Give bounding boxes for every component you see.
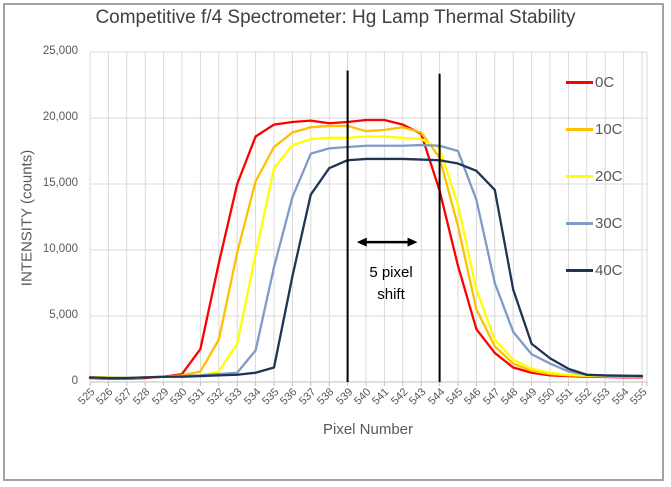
x-axis-title: Pixel Number [322,421,414,438]
shift-annotation: 5 pixel shift [369,262,412,306]
legend-entry-10c: 10C [566,106,623,153]
shift-annotation-line-2: shift [377,286,405,303]
series-line-0c [88,118,644,380]
legend-line-swatch [566,175,593,178]
legend-entry-30c: 30C [566,200,623,247]
series-line-40c [88,157,644,380]
legend-entry-40c: 40C [566,247,623,294]
legend-line-swatch [566,81,593,84]
y-axis-title: INTENSITY (counts) [18,149,36,287]
shift-arrow-right-head [407,237,418,247]
legend-line-swatch [566,269,593,272]
y-tick-label: 25,000 [42,45,78,57]
legend-entry-20c: 20C [566,153,623,200]
y-tick-label: 20,000 [42,111,78,123]
shift-annotation-line-1: 5 pixel [369,264,413,281]
legend-line-swatch [566,128,593,131]
legend-label: 40C [595,262,623,279]
y-tick-label: 0 [71,375,78,387]
legend: 0C 10C 20C 30C 40C [566,59,623,294]
legend-label: 20C [595,168,623,185]
chart-title: Competitive f/4 Spectrometer: Hg Lamp Th… [95,7,576,28]
legend-line-swatch [566,222,593,225]
y-tick-label: 5,000 [49,309,78,321]
y-tick-label: 10,000 [42,243,78,255]
legend-label: 0C [595,74,615,91]
legend-label: 30C [595,215,623,232]
legend-label: 10C [595,121,623,138]
legend-entry-0c: 0C [566,59,623,106]
shift-arrow-left-head [356,237,367,247]
y-tick-label: 15,000 [42,177,78,189]
